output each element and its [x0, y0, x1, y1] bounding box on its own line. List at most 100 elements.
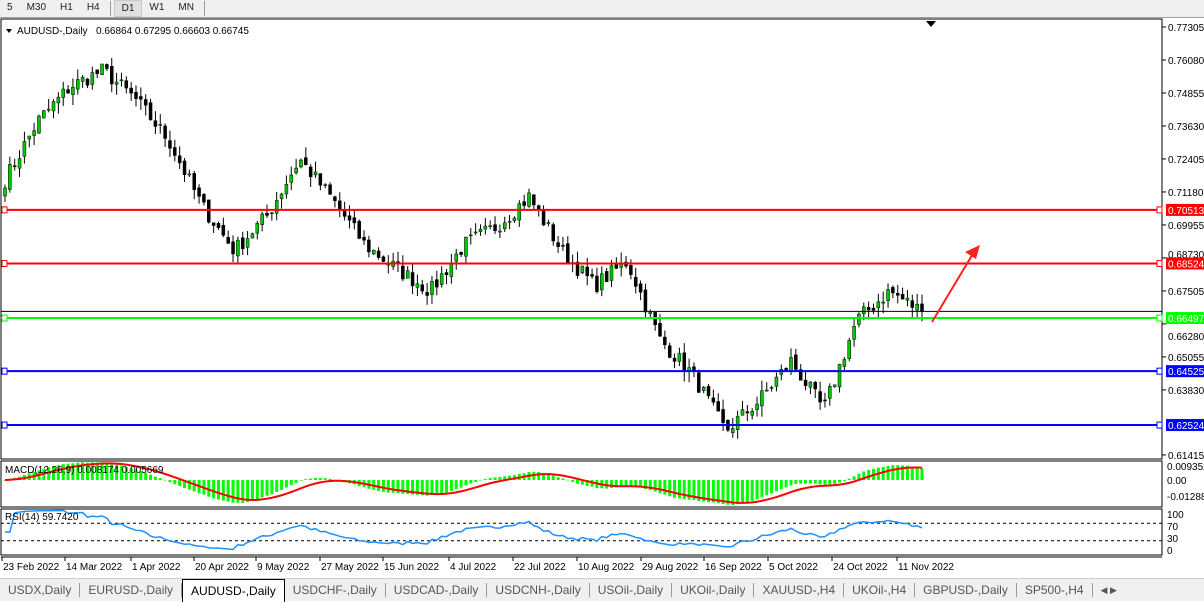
bull-candle	[464, 236, 468, 257]
macd-bar	[736, 480, 740, 505]
bear-candle	[658, 322, 662, 337]
price-axis-label: 0.68730	[1168, 250, 1204, 261]
macd-bar	[178, 480, 182, 487]
bull-candle	[915, 303, 919, 311]
bear-candle	[192, 173, 196, 190]
macd-bar	[551, 475, 555, 480]
timeframe-5[interactable]: 5	[7, 2, 13, 13]
bull-candle	[701, 386, 706, 391]
shift-marker-icon	[926, 21, 936, 27]
chart-tab[interactable]: USDX,Daily	[0, 583, 81, 597]
bull-candle	[760, 390, 764, 407]
bull-candle	[299, 159, 303, 168]
bull-candle	[158, 124, 163, 126]
chart-tab[interactable]: USDCNH-,Daily	[487, 583, 590, 597]
bear-candle	[153, 120, 158, 127]
bull-candle	[881, 301, 885, 304]
timeframe-h4[interactable]: H4	[86, 2, 100, 13]
chart-area[interactable]: AUDUSD-,Daily 0.66864 0.67295 0.66603 0.6…	[0, 0, 1204, 578]
bear-candle	[866, 307, 871, 311]
bear-candle	[920, 303, 924, 312]
rsi-line	[5, 509, 923, 551]
chart-tab[interactable]: GBPUSD-,Daily	[915, 583, 1017, 597]
price-axis-label: 0.61415	[1168, 451, 1204, 462]
bull-candle	[119, 79, 124, 82]
level-handle	[1, 259, 8, 267]
timeframe-toolbar: 5 M30 H1 H4 D1 W1 MN	[0, 0, 1204, 18]
macd-bar	[415, 480, 419, 495]
bear-candle	[823, 399, 827, 402]
macd-bar	[483, 479, 487, 480]
macd-bar	[823, 480, 827, 485]
bear-candle	[895, 293, 900, 296]
chart-tab[interactable]: EURUSD-,Daily	[80, 583, 183, 597]
timeframe-h1[interactable]: H1	[60, 2, 73, 13]
timeframe-mn[interactable]: MN	[178, 2, 194, 13]
bear-candle	[721, 409, 725, 423]
macd-bar	[546, 473, 550, 480]
chart-tab[interactable]: SP500-,H4	[1017, 583, 1093, 597]
bull-candle	[527, 192, 531, 207]
macd-bar	[76, 462, 80, 480]
macd-bar	[838, 480, 842, 483]
bear-candle	[425, 292, 429, 296]
macd-bar	[740, 480, 744, 504]
chart-tab[interactable]: UKOil-,H4	[844, 583, 916, 597]
bull-candle	[483, 225, 488, 230]
macd-bar	[721, 480, 725, 504]
macd-bar	[750, 480, 754, 501]
macd-bar	[119, 465, 123, 480]
macd-bar	[498, 477, 502, 480]
chart-tab[interactable]: UKOil-,Daily	[672, 583, 755, 597]
tab-scroll-arrows[interactable]: ◀ ▶	[1100, 584, 1117, 595]
macd-bar	[90, 462, 94, 480]
chart-tab[interactable]: USDCHF-,Daily	[285, 583, 386, 597]
macd-bar	[508, 475, 512, 480]
bull-candle	[469, 234, 473, 237]
macd-bar	[71, 463, 75, 480]
macd-bar	[629, 480, 633, 487]
chart-tab[interactable]: XAUUSD-,H4	[754, 583, 845, 597]
bear-candle	[794, 354, 798, 370]
bull-candle	[439, 273, 444, 285]
macd-bar	[129, 468, 133, 480]
date-axis-label: 14 Mar 2022	[66, 562, 123, 573]
macd-bar	[66, 463, 70, 480]
chart-tab[interactable]: USDCAD-,Daily	[386, 583, 488, 597]
bull-candle	[828, 386, 832, 399]
bull-candle	[415, 283, 420, 288]
macd-bar	[134, 469, 138, 480]
bull-candle	[740, 409, 745, 416]
bull-candle	[847, 340, 851, 359]
timeframe-w1[interactable]: W1	[149, 2, 165, 13]
bull-candle	[51, 101, 56, 112]
timeframe-d1[interactable]: D1	[113, 0, 143, 17]
macd-bar	[105, 462, 109, 480]
price-axis-label: 0.66280	[1168, 332, 1204, 343]
macd-bar	[52, 466, 56, 480]
bear-candle	[338, 200, 342, 210]
macd-bar	[144, 472, 148, 480]
bear-candle	[803, 379, 808, 386]
chart-tab[interactable]: AUDUSD-,Daily	[182, 578, 285, 602]
bull-candle	[648, 311, 653, 314]
macd-bar	[755, 480, 759, 500]
bull-candle	[842, 359, 847, 367]
timeframe-m30[interactable]: M30	[26, 2, 47, 13]
macd-bar	[100, 462, 104, 480]
macd-bar	[901, 465, 905, 480]
macd-bar	[435, 480, 439, 495]
macd-bar	[488, 477, 492, 480]
macd-bar	[420, 480, 424, 496]
bear-candle	[221, 224, 226, 236]
macd-bar	[299, 480, 303, 481]
bull-candle	[852, 326, 856, 340]
macd-bar	[294, 480, 298, 483]
macd-bar	[163, 480, 167, 481]
bull-candle	[905, 297, 910, 301]
macd-bar	[260, 480, 264, 498]
price-axis-label: 0.69955	[1168, 221, 1204, 232]
date-axis-label: 1 Apr 2022	[132, 562, 181, 573]
macd-bar	[561, 478, 565, 480]
chart-tab[interactable]: USOil-,Daily	[590, 583, 673, 597]
